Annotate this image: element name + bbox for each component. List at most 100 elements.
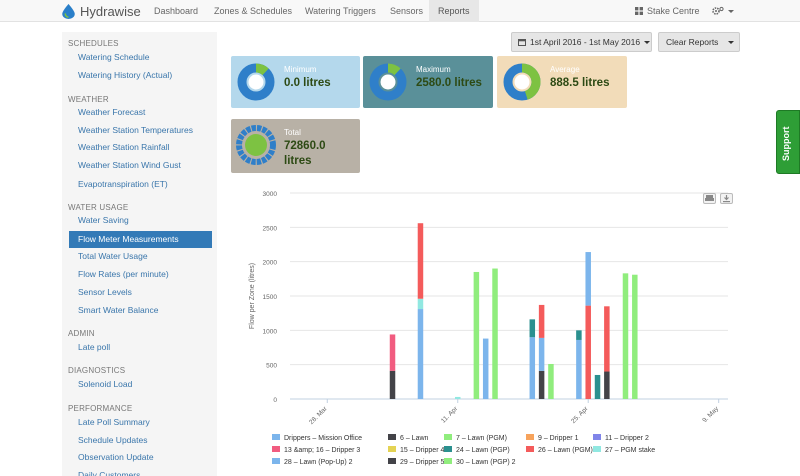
- bar[interactable]: [473, 271, 480, 399]
- bar[interactable]: [576, 339, 582, 399]
- legend-swatch: [388, 434, 396, 440]
- account-menu[interactable]: Stake Centre: [635, 0, 700, 22]
- x-tick-label: 9. May: [701, 405, 720, 424]
- bar[interactable]: [454, 396, 461, 399]
- bar[interactable]: [632, 274, 638, 399]
- sidebar-item-schedule-updates[interactable]: Schedule Updates: [78, 435, 148, 445]
- bar[interactable]: [417, 309, 424, 399]
- legend-item[interactable]: 13 &amp; 16 – Dripper 3: [272, 446, 360, 454]
- legend-item[interactable]: 30 – Lawn (PGP) 2: [444, 458, 516, 466]
- print-chart-button[interactable]: [703, 193, 716, 204]
- bar[interactable]: [594, 374, 601, 399]
- bar[interactable]: [604, 306, 610, 372]
- gears-icon: [712, 6, 724, 15]
- bar[interactable]: [548, 363, 554, 399]
- sidebar-heading-performance: PERFORMANCE: [68, 404, 133, 413]
- legend-item[interactable]: Drippers – Mission Office: [272, 434, 362, 442]
- sidebar-item-daily-customers[interactable]: Daily Customers: [78, 470, 141, 476]
- bar[interactable]: [622, 273, 629, 399]
- date-range-picker[interactable]: 1st April 2016 - 1st May 2016: [511, 32, 652, 52]
- sidebar-item-station-wind-gust[interactable]: Weather Station Wind Gust: [78, 160, 181, 170]
- settings-menu[interactable]: [712, 0, 734, 22]
- sidebar-item-evapotranspiration[interactable]: Evapotranspiration (ET): [78, 179, 168, 189]
- sidebar-item-smart-water-balance[interactable]: Smart Water Balance: [78, 305, 159, 315]
- stat-label: Maximum: [416, 65, 451, 74]
- legend-item[interactable]: 6 – Lawn: [388, 434, 429, 442]
- legend-item[interactable]: 9 – Dripper 1: [526, 434, 579, 442]
- sidebar-item-station-rainfall[interactable]: Weather Station Rainfall: [78, 142, 170, 152]
- support-tab[interactable]: Support: [776, 110, 800, 174]
- stat-label: Minimum: [284, 65, 317, 74]
- sidebar-item-watering-schedule[interactable]: Watering Schedule: [78, 52, 150, 62]
- bar[interactable]: [538, 337, 545, 371]
- stat-card-total: Total 72860.0 litres: [231, 119, 360, 173]
- legend-item[interactable]: 29 – Dripper 5: [388, 458, 444, 466]
- donut-fill: [237, 63, 275, 101]
- legend-item[interactable]: 28 – Lawn (Pop-Up) 2: [272, 458, 353, 466]
- legend-swatch: [388, 446, 396, 452]
- bar[interactable]: [585, 305, 591, 399]
- sidebar-item-flow-meter-measurements[interactable]: Flow Meter Measurements: [69, 231, 212, 248]
- bar[interactable]: [417, 223, 424, 299]
- sidebar-heading-admin: ADMIN: [68, 329, 95, 338]
- sidebar-item-late-poll-summary[interactable]: Late Poll Summary: [78, 417, 150, 427]
- sidebar-item-sensor-levels[interactable]: Sensor Levels: [78, 287, 132, 297]
- legend-swatch: [272, 434, 280, 440]
- legend-label: 13 &amp; 16 – Dripper 3: [284, 447, 360, 454]
- sidebar-item-water-saving[interactable]: Water Saving: [78, 215, 129, 225]
- bar[interactable]: [389, 334, 396, 371]
- sidebar: SCHEDULES Watering Schedule Watering His…: [62, 32, 217, 476]
- bar[interactable]: [529, 337, 536, 399]
- legend-label: 26 – Lawn (PGM) 2: [538, 447, 599, 454]
- printer-icon: [705, 195, 714, 201]
- bar[interactable]: [585, 252, 591, 306]
- legend-label: 24 – Lawn (PGP): [456, 447, 510, 454]
- sidebar-item-total-water-usage[interactable]: Total Water Usage: [78, 251, 148, 261]
- bar[interactable]: [389, 370, 396, 399]
- legend-swatch: [593, 434, 601, 440]
- bar[interactable]: [538, 304, 545, 338]
- sidebar-item-station-temperatures[interactable]: Weather Station Temperatures: [78, 125, 193, 135]
- legend-item[interactable]: 27 – PGM stake: [593, 446, 655, 454]
- sidebar-item-weather-forecast[interactable]: Weather Forecast: [78, 107, 146, 117]
- sidebar-item-observation-update[interactable]: Observation Update: [78, 452, 154, 462]
- nav-dashboard[interactable]: Dashboard: [154, 6, 199, 16]
- legend-item[interactable]: 15 – Dripper 4: [388, 446, 444, 454]
- legend-item[interactable]: 26 – Lawn (PGM) 2: [526, 446, 599, 454]
- bar[interactable]: [576, 330, 582, 340]
- legend-item[interactable]: 24 – Lawn (PGP): [444, 446, 510, 454]
- nav-reports[interactable]: Reports: [429, 0, 479, 22]
- bar[interactable]: [482, 338, 489, 399]
- legend-swatch: [593, 446, 601, 452]
- nav-sensors[interactable]: Sensors: [390, 6, 424, 16]
- brand[interactable]: Hydrawise: [62, 3, 141, 19]
- clear-reports-button[interactable]: Clear Reports: [658, 32, 740, 52]
- brand-name: Hydrawise: [80, 3, 141, 19]
- support-label: Support: [781, 126, 791, 162]
- legend-item[interactable]: 11 – Dripper 2: [593, 434, 649, 442]
- bar[interactable]: [604, 371, 610, 399]
- nav-zones-schedules[interactable]: Zones & Schedules: [214, 6, 293, 16]
- legend-label: 28 – Lawn (Pop-Up) 2: [284, 459, 353, 466]
- legend-label: 9 – Dripper 1: [538, 435, 579, 442]
- download-chart-button[interactable]: [720, 193, 733, 204]
- x-tick-label: 25. Apr: [570, 405, 590, 425]
- water-drop-icon: [62, 3, 75, 19]
- bar[interactable]: [529, 319, 536, 338]
- legend-label: 30 – Lawn (PGP) 2: [456, 459, 516, 466]
- legend-swatch: [526, 434, 534, 440]
- nav-watering-triggers[interactable]: Watering Triggers: [305, 6, 376, 16]
- legend-item[interactable]: 7 – Lawn (PGM): [444, 434, 507, 442]
- stat-value: 72860.0 litres: [284, 140, 326, 167]
- sidebar-item-flow-rates[interactable]: Flow Rates (per minute): [78, 269, 169, 279]
- bar[interactable]: [538, 370, 545, 399]
- sidebar-item-solenoid-load[interactable]: Solenoid Load: [78, 379, 133, 389]
- bar[interactable]: [417, 298, 424, 310]
- legend-label: 7 – Lawn (PGM): [456, 435, 507, 442]
- bar[interactable]: [492, 268, 498, 399]
- donut-hole: [514, 74, 530, 90]
- donut-hole: [380, 74, 396, 90]
- sidebar-item-late-poll[interactable]: Late poll: [78, 342, 111, 352]
- stat-card-average: Average 888.5 litres: [497, 56, 627, 108]
- sidebar-item-watering-history[interactable]: Watering History (Actual): [78, 70, 173, 80]
